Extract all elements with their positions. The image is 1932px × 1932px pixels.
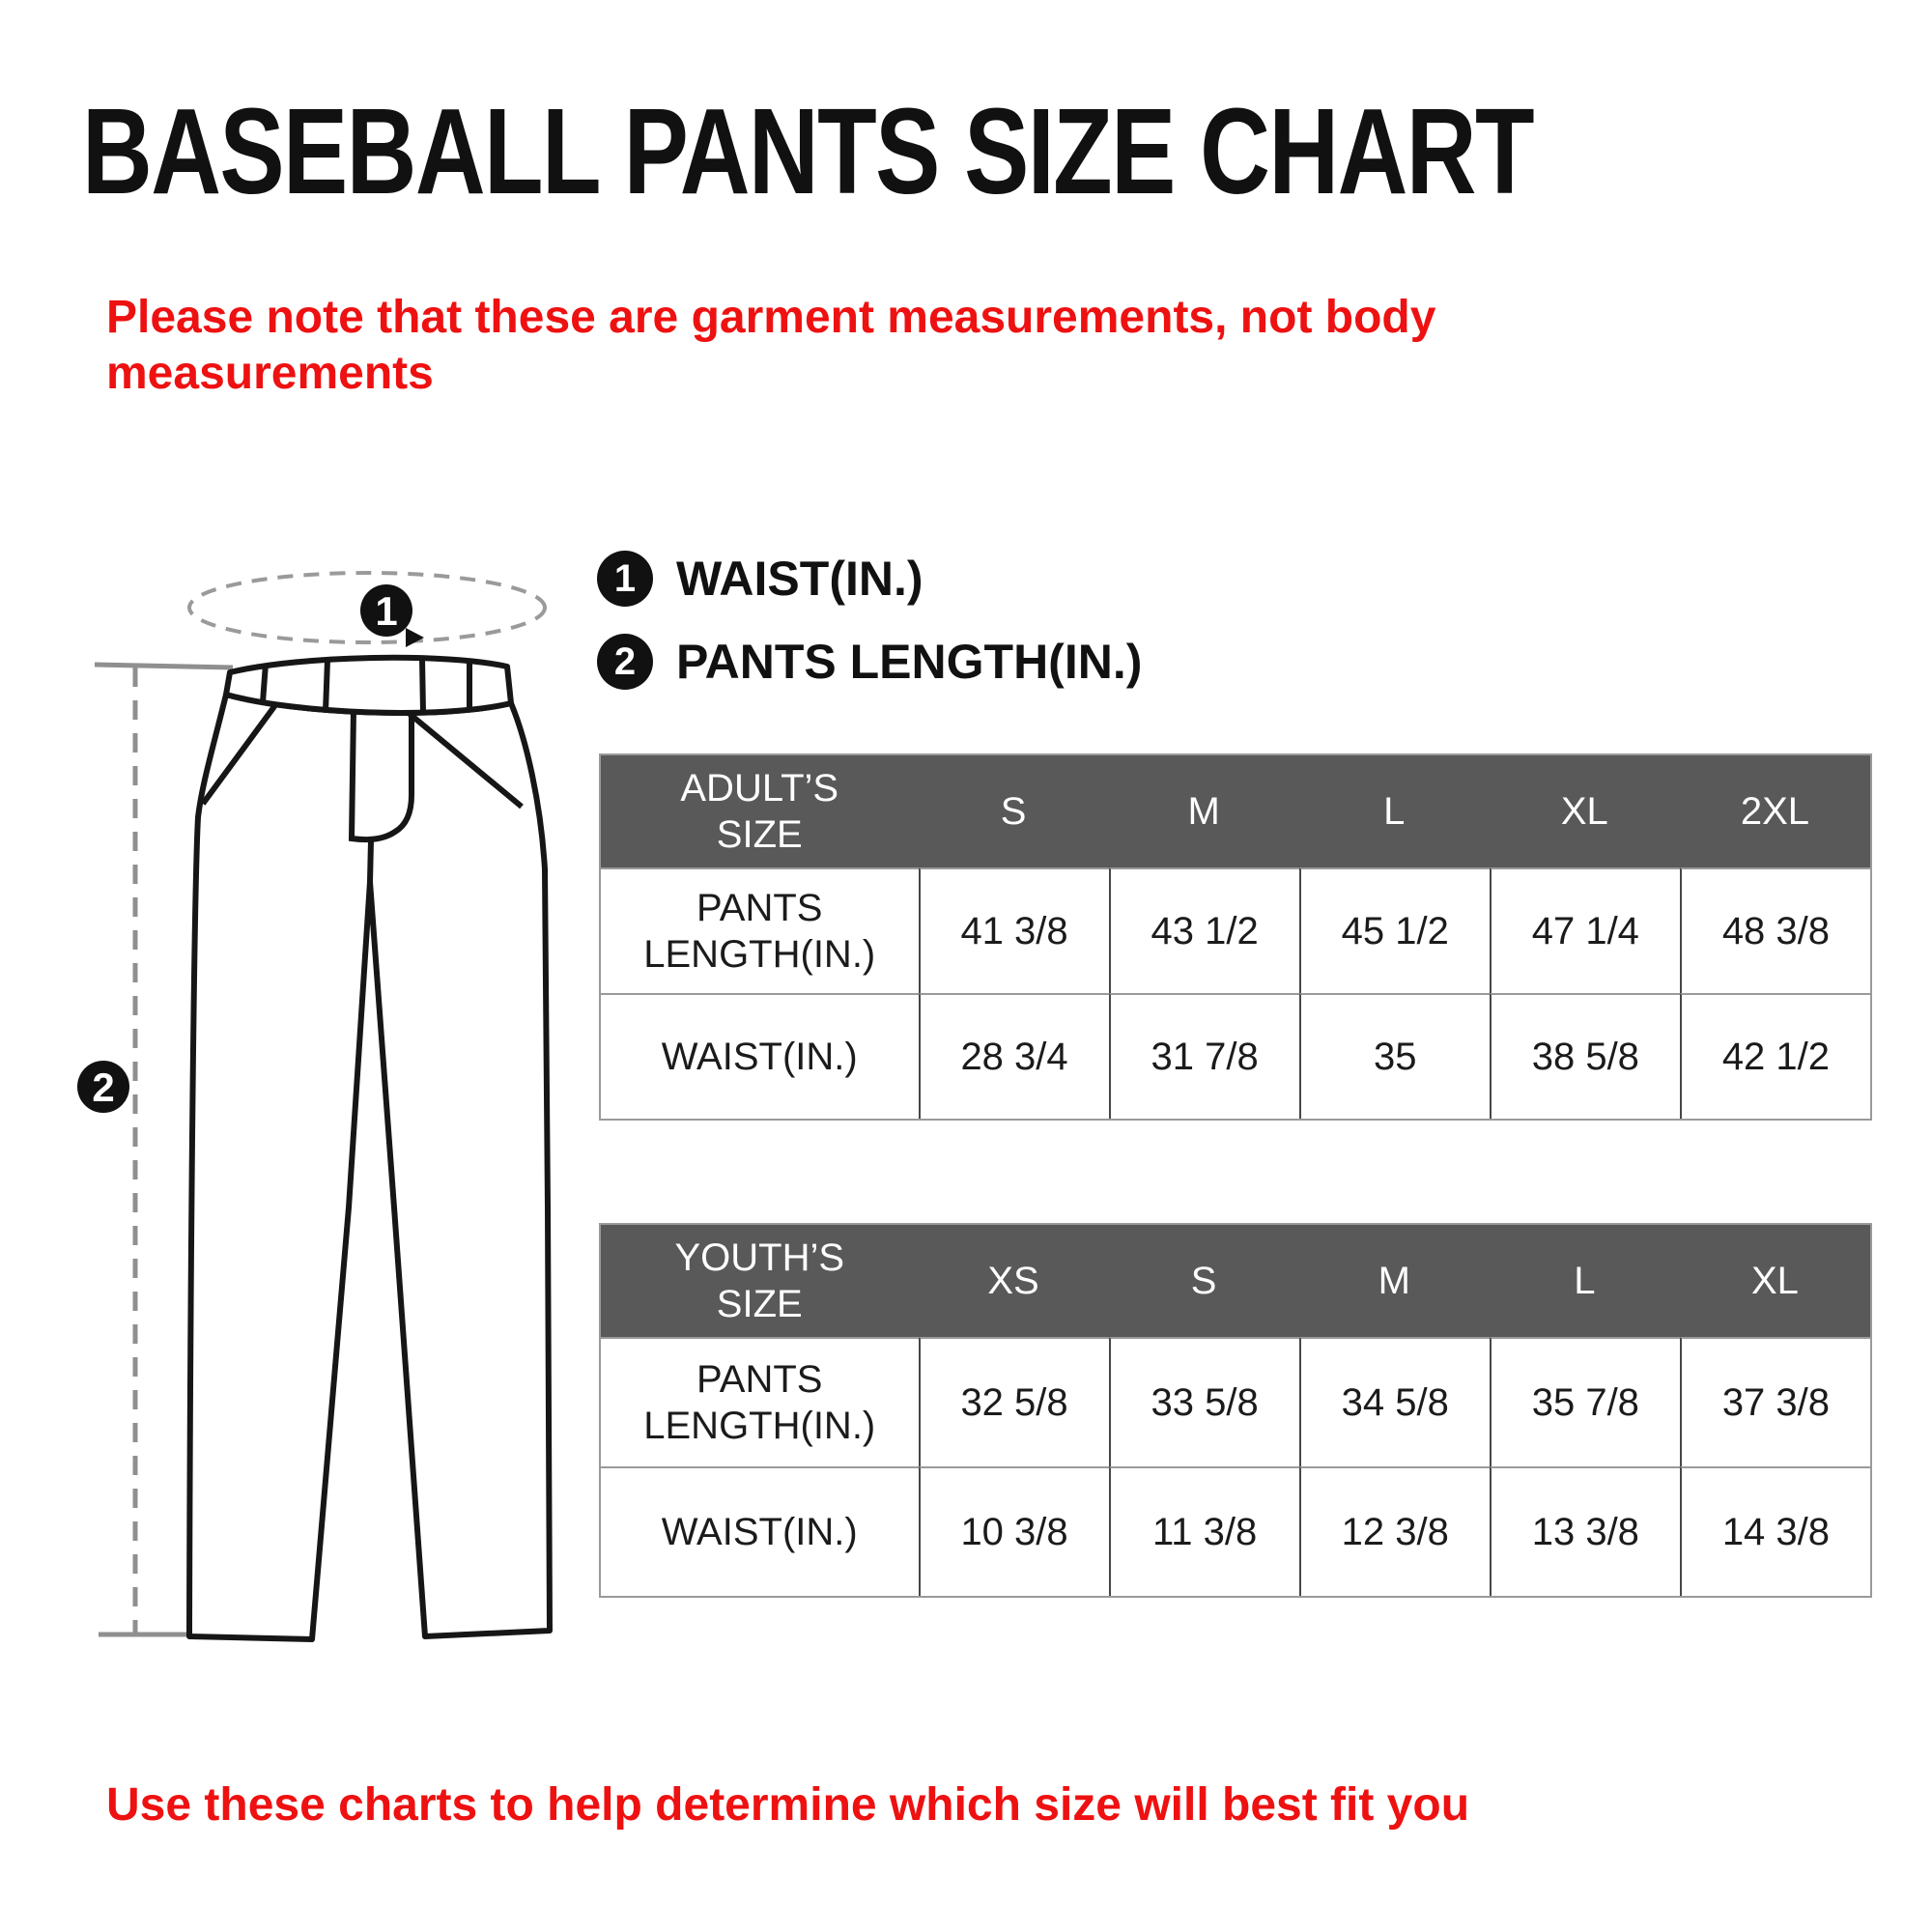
adult-size-header-2xl: 2XL	[1679, 755, 1870, 867]
legend-label-pants-length: PANTS LENGTH(IN.)	[676, 635, 1143, 689]
garment-measurement-note: Please note that these are garment measu…	[106, 292, 1436, 399]
youth-size-table: YOUTH’S SIZE XS S M L XL PANTS LENGTH(IN…	[599, 1223, 1872, 1598]
youth-waist-xl: 14 3/8	[1679, 1466, 1870, 1596]
legend-item-waist: 1 WAIST(IN.)	[597, 537, 1142, 620]
length-line-top	[94, 662, 234, 670]
youth-length-l: 35 7/8	[1489, 1337, 1680, 1466]
youth-row-label-length: PANTS LENGTH(IN.)	[601, 1337, 919, 1466]
marker-2-circle	[77, 1061, 129, 1113]
adult-size-header-xl: XL	[1489, 755, 1680, 867]
youth-row-label-waist: WAIST(IN.)	[601, 1466, 919, 1596]
youth-corner-header: YOUTH’S SIZE	[601, 1225, 919, 1337]
adult-waist-l: 35	[1298, 993, 1490, 1119]
marker-2-number: 2	[92, 1065, 114, 1110]
arrow-icon	[406, 628, 424, 647]
crotch-seam	[367, 839, 374, 883]
belt-loops	[260, 657, 472, 714]
youth-length-xl: 37 3/8	[1679, 1337, 1870, 1466]
youth-size-header-xs: XS	[918, 1225, 1109, 1337]
waistband	[223, 654, 514, 716]
adult-waist-m: 31 7/8	[1108, 993, 1299, 1119]
adult-size-table: ADULT’S SIZE S M L XL 2XL PANTS LENGTH(I…	[599, 753, 1872, 1121]
youth-size-header-m: M	[1298, 1225, 1490, 1337]
legend-label-waist: WAIST(IN.)	[676, 552, 923, 606]
marker-1-circle	[360, 584, 412, 637]
adult-corner-header: ADULT’S SIZE	[601, 755, 919, 867]
youth-size-header-xl: XL	[1679, 1225, 1870, 1337]
legend-marker-2: 2	[597, 634, 653, 690]
adult-waist-xl: 38 5/8	[1489, 993, 1680, 1119]
legend-marker-1: 1	[597, 551, 653, 607]
youth-waist-s: 11 3/8	[1108, 1466, 1299, 1596]
page-title: BASEBALL PANTS SIZE CHART	[82, 83, 1535, 219]
youth-length-m: 34 5/8	[1298, 1337, 1490, 1466]
pocket-left-line	[200, 703, 278, 806]
youth-size-header-s: S	[1108, 1225, 1299, 1337]
adult-length-m: 43 1/2	[1108, 867, 1299, 993]
adult-size-header-s: S	[918, 755, 1109, 867]
adult-waist-s: 28 3/4	[918, 993, 1109, 1119]
adult-length-xl: 47 1/4	[1489, 867, 1680, 993]
legend: 1 WAIST(IN.) 2 PANTS LENGTH(IN.)	[597, 537, 1142, 703]
adult-length-l: 45 1/2	[1298, 867, 1490, 993]
fit-advice-note: Use these charts to help determine which…	[106, 1779, 1470, 1831]
pants-outline	[186, 692, 553, 1642]
youth-waist-m: 12 3/8	[1298, 1466, 1490, 1596]
fly-line	[348, 708, 414, 843]
adult-row-label-length: PANTS LENGTH(IN.)	[601, 867, 919, 993]
adult-size-header-m: M	[1108, 755, 1299, 867]
adult-size-header-l: L	[1298, 755, 1490, 867]
adult-length-s: 41 3/8	[918, 867, 1109, 993]
pocket-right-line	[408, 711, 524, 810]
marker-1-number: 1	[375, 588, 397, 634]
adult-waist-2xl: 42 1/2	[1679, 993, 1870, 1119]
youth-waist-l: 13 3/8	[1489, 1466, 1680, 1596]
youth-length-s: 33 5/8	[1108, 1337, 1299, 1466]
adult-length-2xl: 48 3/8	[1679, 867, 1870, 993]
youth-length-xs: 32 5/8	[918, 1337, 1109, 1466]
youth-size-header-l: L	[1489, 1225, 1680, 1337]
youth-waist-xs: 10 3/8	[918, 1466, 1109, 1596]
legend-item-pants-length: 2 PANTS LENGTH(IN.)	[597, 620, 1142, 703]
waist-ellipse	[187, 571, 547, 644]
adult-row-label-waist: WAIST(IN.)	[601, 993, 919, 1119]
pants-diagram: 1 2	[77, 571, 553, 1642]
